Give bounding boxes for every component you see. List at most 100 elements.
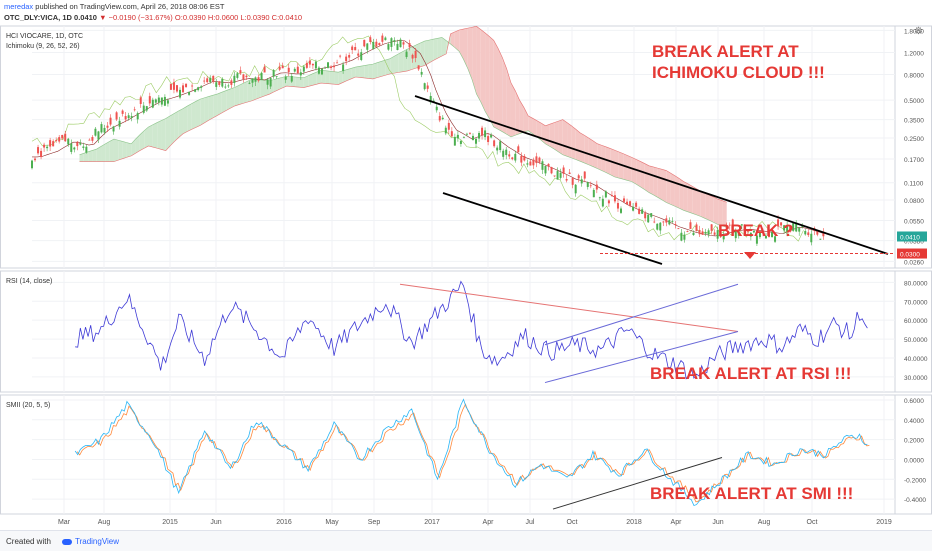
- candle-body: [58, 137, 61, 142]
- smi-tick-label: 0.4000: [904, 418, 924, 425]
- candle-body: [671, 221, 674, 222]
- x-tick-label: 2018: [626, 519, 642, 526]
- break-question: BREAK ?: [718, 221, 794, 240]
- x-tick-label: 2015: [162, 519, 178, 526]
- candle-body: [580, 179, 583, 184]
- candle-body: [722, 235, 725, 240]
- candle-body: [783, 225, 786, 231]
- candle-body: [142, 105, 145, 113]
- candle-body: [40, 150, 43, 158]
- ichimoku-cloud-segment: [195, 99, 201, 128]
- ichimoku-cloud-segment: [152, 122, 158, 149]
- ichimoku-cloud-segment: [433, 38, 438, 61]
- candle-body: [405, 51, 408, 58]
- candle-body: [160, 97, 163, 105]
- author-link[interactable]: meredax: [4, 2, 34, 11]
- ichimoku-cloud-segment: [355, 66, 360, 78]
- candle-body: [263, 66, 266, 73]
- gear-icon[interactable]: ⚙: [914, 26, 923, 37]
- candle-body: [130, 116, 133, 118]
- ichimoku-cloud-segment: [709, 195, 714, 223]
- x-tick-label: Jun: [210, 519, 221, 526]
- tradingview-link[interactable]: TradingView: [62, 537, 119, 546]
- candle-body: [212, 75, 215, 82]
- smi-support-line: [552, 456, 723, 510]
- x-tick-label: May: [325, 519, 339, 526]
- candle-body: [517, 146, 520, 153]
- ichimoku-cloud-segment: [575, 129, 581, 162]
- candle-body: [37, 147, 40, 154]
- ichimoku-legend: Ichimoku (9, 26, 52, 26): [6, 43, 80, 50]
- ichimoku-cloud-segment: [79, 153, 84, 162]
- candle-body: [221, 78, 224, 87]
- ichimoku-cloud-segment: [670, 173, 675, 207]
- ichimoku-cloud-segment: [316, 70, 322, 85]
- ichimoku-cloud-segment: [696, 188, 701, 217]
- candle-body: [420, 71, 423, 75]
- candle-body: [429, 95, 432, 103]
- candle-body: [698, 229, 701, 235]
- candle-body: [462, 137, 465, 139]
- ichimoku-cloud-segment: [631, 157, 637, 185]
- ichimoku-cloud-segment: [101, 143, 106, 162]
- ichimoku-cloud-segment: [588, 137, 593, 167]
- ichimoku-cloud-segment: [161, 118, 166, 151]
- candle-body: [623, 198, 626, 202]
- candle-body: [619, 208, 622, 213]
- candle-body: [230, 80, 233, 85]
- candle-body: [635, 202, 638, 207]
- price-tick-label: 1.8000: [904, 28, 924, 35]
- candle-body: [423, 83, 426, 90]
- candle-body: [387, 44, 390, 50]
- candle-body: [526, 163, 529, 165]
- smi-tick-label: -0.2000: [904, 477, 926, 484]
- ichimoku-cloud-segment: [657, 168, 662, 200]
- candle-body: [112, 126, 115, 132]
- ichimoku-cloud-segment: [213, 93, 218, 118]
- candle-body: [456, 134, 459, 139]
- ichimoku-cloud-segment: [649, 165, 654, 195]
- ichimoku-cloud-segment: [183, 106, 188, 134]
- ichimoku-cloud-segment: [687, 183, 693, 214]
- ichimoku-cloud-segment: [178, 108, 184, 138]
- candle-body: [444, 127, 447, 134]
- candle-body: [562, 167, 565, 174]
- candle-body: [638, 208, 641, 214]
- ichimoku-cloud-segment: [472, 26, 477, 94]
- candle-body: [305, 62, 308, 68]
- candle-body: [43, 144, 46, 148]
- candle-body: [777, 219, 780, 227]
- ichimoku-cloud-segment: [519, 100, 524, 134]
- price-tick-label: 0.0550: [904, 218, 924, 225]
- price-tick-label: 0.3500: [904, 118, 924, 125]
- candle-body: [348, 55, 351, 58]
- candle-body: [245, 75, 248, 78]
- ichimoku-cloud-segment: [381, 59, 386, 77]
- candle-body: [121, 110, 124, 114]
- candle-body: [710, 224, 713, 231]
- candle-body: [798, 227, 801, 232]
- last-price-badge: [897, 231, 927, 242]
- candle-body: [357, 53, 360, 56]
- ichimoku-cloud-segment: [506, 68, 511, 137]
- candle-body: [749, 232, 752, 237]
- candle-body: [532, 159, 535, 166]
- candle-body: [278, 66, 281, 70]
- candle-body: [175, 85, 178, 92]
- candle-body: [556, 171, 559, 180]
- candle-body: [786, 225, 789, 233]
- x-tick-label: Jul: [526, 519, 535, 526]
- ichimoku-cloud-segment: [722, 200, 727, 228]
- candle-body: [656, 223, 659, 230]
- candle-body: [692, 232, 695, 236]
- candle-body: [390, 38, 393, 47]
- ichimoku-cloud-segment: [234, 85, 240, 106]
- ichimoku-cloud-segment: [338, 70, 343, 85]
- candle-body: [680, 232, 683, 241]
- candle-body: [82, 146, 85, 148]
- smi-tick-label: 0.6000: [904, 398, 924, 405]
- ichimoku-cloud-segment: [118, 140, 123, 161]
- break-level-badge: [897, 248, 927, 259]
- candle-body: [574, 184, 577, 194]
- rsi-channel-upper: [544, 283, 739, 346]
